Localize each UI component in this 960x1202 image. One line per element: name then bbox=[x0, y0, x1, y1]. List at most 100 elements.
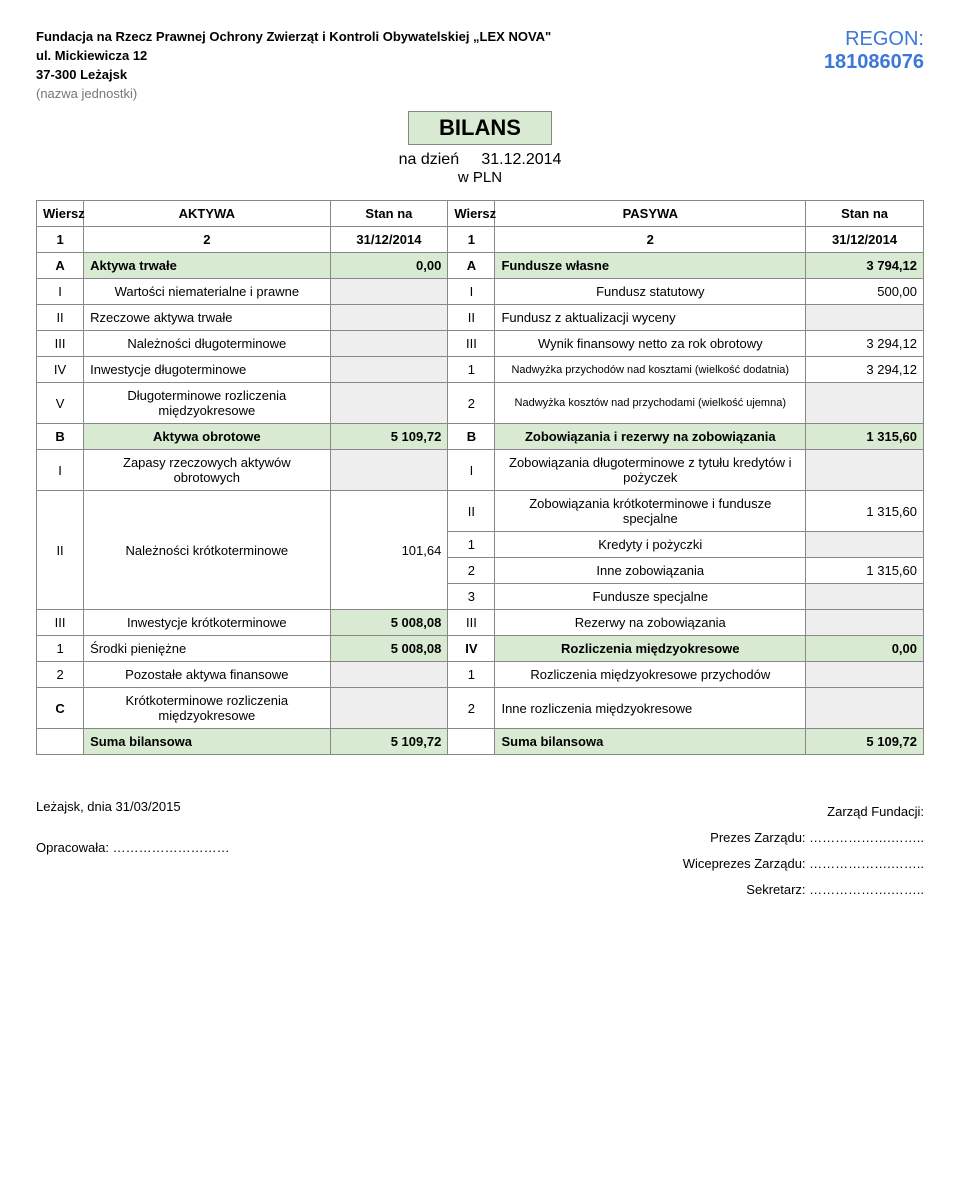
idx: I bbox=[448, 450, 495, 491]
aktywa-label: Inwestycje krótkoterminowe bbox=[84, 610, 330, 636]
aktywa-val bbox=[330, 305, 448, 331]
aktywa-label: Aktywa trwałe bbox=[84, 253, 330, 279]
regon-block: REGON: 181086076 bbox=[824, 28, 924, 103]
table-row: III Należności długoterminowe III Wynik … bbox=[37, 331, 924, 357]
pasywa-label: Fundusze specjalne bbox=[495, 584, 806, 610]
sum-a-val: 5 109,72 bbox=[330, 729, 448, 755]
aktywa-val: 5 008,08 bbox=[330, 636, 448, 662]
aktywa-label: Inwestycje długoterminowe bbox=[84, 357, 330, 383]
idx: B bbox=[448, 424, 495, 450]
sum-p-label: Suma bilansowa bbox=[495, 729, 806, 755]
aktywa-val bbox=[330, 450, 448, 491]
aktywa-label: Środki pieniężne bbox=[84, 636, 330, 662]
idx: II bbox=[448, 305, 495, 331]
pasywa-val bbox=[806, 305, 924, 331]
hdr-aktywa: AKTYWA bbox=[84, 201, 330, 227]
idx: 1 bbox=[448, 662, 495, 688]
table-row: I Wartości niematerialne i prawne I Fund… bbox=[37, 279, 924, 305]
pasywa-label: Nadwyżka kosztów nad przychodami (wielko… bbox=[495, 383, 806, 424]
table-row: 2 Pozostałe aktywa finansowe 1 Rozliczen… bbox=[37, 662, 924, 688]
idx: II bbox=[448, 491, 495, 532]
date-line: na dzień 31.12.2014 bbox=[36, 151, 924, 169]
sub-2r: 2 bbox=[495, 227, 806, 253]
idx: A bbox=[37, 253, 84, 279]
aktywa-label: Zapasy rzeczowych aktywów obrotowych bbox=[84, 450, 330, 491]
currency-line: w PLN bbox=[36, 169, 924, 186]
date-label: na dzień bbox=[399, 151, 460, 168]
regon-value: 181086076 bbox=[824, 51, 924, 74]
idx: I bbox=[448, 279, 495, 305]
aktywa-val bbox=[330, 662, 448, 688]
pasywa-label: Zobowiązania i rezerwy na zobowiązania bbox=[495, 424, 806, 450]
aktywa-val: 5 008,08 bbox=[330, 610, 448, 636]
aktywa-label: Krótkoterminowe rozliczenia międzyokreso… bbox=[84, 688, 330, 729]
hdr-wiersz-l: Wiersz bbox=[37, 201, 84, 227]
hdr-pasywa: PASYWA bbox=[495, 201, 806, 227]
table-row: IV Inwestycje długoterminowe 1 Nadwyżka … bbox=[37, 357, 924, 383]
idx: 2 bbox=[448, 558, 495, 584]
pasywa-label: Zobowiązania długoterminowe z tytułu kre… bbox=[495, 450, 806, 491]
opracowala-label: Opracowała: bbox=[36, 840, 109, 855]
idx: III bbox=[448, 610, 495, 636]
idx: V bbox=[37, 383, 84, 424]
pasywa-val bbox=[806, 688, 924, 729]
unit-note: (nazwa jednostki) bbox=[36, 85, 551, 104]
table-row: 1 Środki pieniężne 5 008,08 IV Rozliczen… bbox=[37, 636, 924, 662]
table-row: III Inwestycje krótkoterminowe 5 008,08 … bbox=[37, 610, 924, 636]
date-value: 31.12.2014 bbox=[481, 151, 561, 168]
idx: A bbox=[448, 253, 495, 279]
aktywa-val bbox=[330, 688, 448, 729]
signature-block: Leżajsk, dnia 31/03/2015 Opracowała: Zar… bbox=[36, 799, 924, 903]
zarzad-label: Zarząd Fundacji: bbox=[683, 799, 924, 825]
sum-a-label: Suma bilansowa bbox=[84, 729, 330, 755]
sub-3r: 31/12/2014 bbox=[806, 227, 924, 253]
table-row: A Aktywa trwałe 0,00 A Fundusze własne 3… bbox=[37, 253, 924, 279]
pasywa-label: Wynik finansowy netto za rok obrotowy bbox=[495, 331, 806, 357]
table-row: 1 2 31/12/2014 1 2 31/12/2014 bbox=[37, 227, 924, 253]
aktywa-label: Aktywa obrotowe bbox=[84, 424, 330, 450]
sub-1r: 1 bbox=[448, 227, 495, 253]
aktywa-val: 0,00 bbox=[330, 253, 448, 279]
sig-right: Zarząd Fundacji: Prezes Zarządu: Wicepre… bbox=[683, 799, 924, 903]
pasywa-val: 500,00 bbox=[806, 279, 924, 305]
pasywa-label: Fundusze własne bbox=[495, 253, 806, 279]
idx: III bbox=[448, 331, 495, 357]
idx: I bbox=[37, 450, 84, 491]
pasywa-val bbox=[806, 532, 924, 558]
sub-1l: 1 bbox=[37, 227, 84, 253]
sub-2l: 2 bbox=[84, 227, 330, 253]
table-row: II Rzeczowe aktywa trwałe II Fundusz z a… bbox=[37, 305, 924, 331]
pasywa-label: Rozliczenia międzyokresowe przychodów bbox=[495, 662, 806, 688]
idx: 1 bbox=[448, 357, 495, 383]
idx: 2 bbox=[448, 383, 495, 424]
aktywa-val: 101,64 bbox=[330, 491, 448, 610]
pasywa-val bbox=[806, 450, 924, 491]
idx: 1 bbox=[37, 636, 84, 662]
idx: B bbox=[37, 424, 84, 450]
table-row: II Należności krótkoterminowe 101,64 II … bbox=[37, 491, 924, 532]
hdr-wiersz-r: Wiersz bbox=[448, 201, 495, 227]
aktywa-label: Pozostałe aktywa finansowe bbox=[84, 662, 330, 688]
idx: I bbox=[37, 279, 84, 305]
pasywa-val: 3 794,12 bbox=[806, 253, 924, 279]
pasywa-label: Inne zobowiązania bbox=[495, 558, 806, 584]
aktywa-val bbox=[330, 383, 448, 424]
pasywa-val bbox=[806, 610, 924, 636]
pasywa-label: Rozliczenia międzyokresowe bbox=[495, 636, 806, 662]
pasywa-label: Rezerwy na zobowiązania bbox=[495, 610, 806, 636]
aktywa-label: Należności krótkoterminowe bbox=[84, 491, 330, 610]
doc-title: BILANS bbox=[408, 111, 552, 145]
pasywa-val: 3 294,12 bbox=[806, 357, 924, 383]
pasywa-label: Kredyty i pożyczki bbox=[495, 532, 806, 558]
table-row: V Długoterminowe rozliczenia międzyokres… bbox=[37, 383, 924, 424]
org-block: Fundacja na Rzecz Prawnej Ochrony Zwierz… bbox=[36, 28, 551, 103]
idx: II bbox=[37, 491, 84, 610]
pasywa-val bbox=[806, 662, 924, 688]
place-date: Leżajsk, dnia 31/03/2015 bbox=[36, 799, 230, 814]
pasywa-label: Fundusz z aktualizacji wyceny bbox=[495, 305, 806, 331]
aktywa-label: Wartości niematerialne i prawne bbox=[84, 279, 330, 305]
idx: III bbox=[37, 610, 84, 636]
pasywa-label: Fundusz statutowy bbox=[495, 279, 806, 305]
idx: IV bbox=[448, 636, 495, 662]
idx bbox=[37, 729, 84, 755]
